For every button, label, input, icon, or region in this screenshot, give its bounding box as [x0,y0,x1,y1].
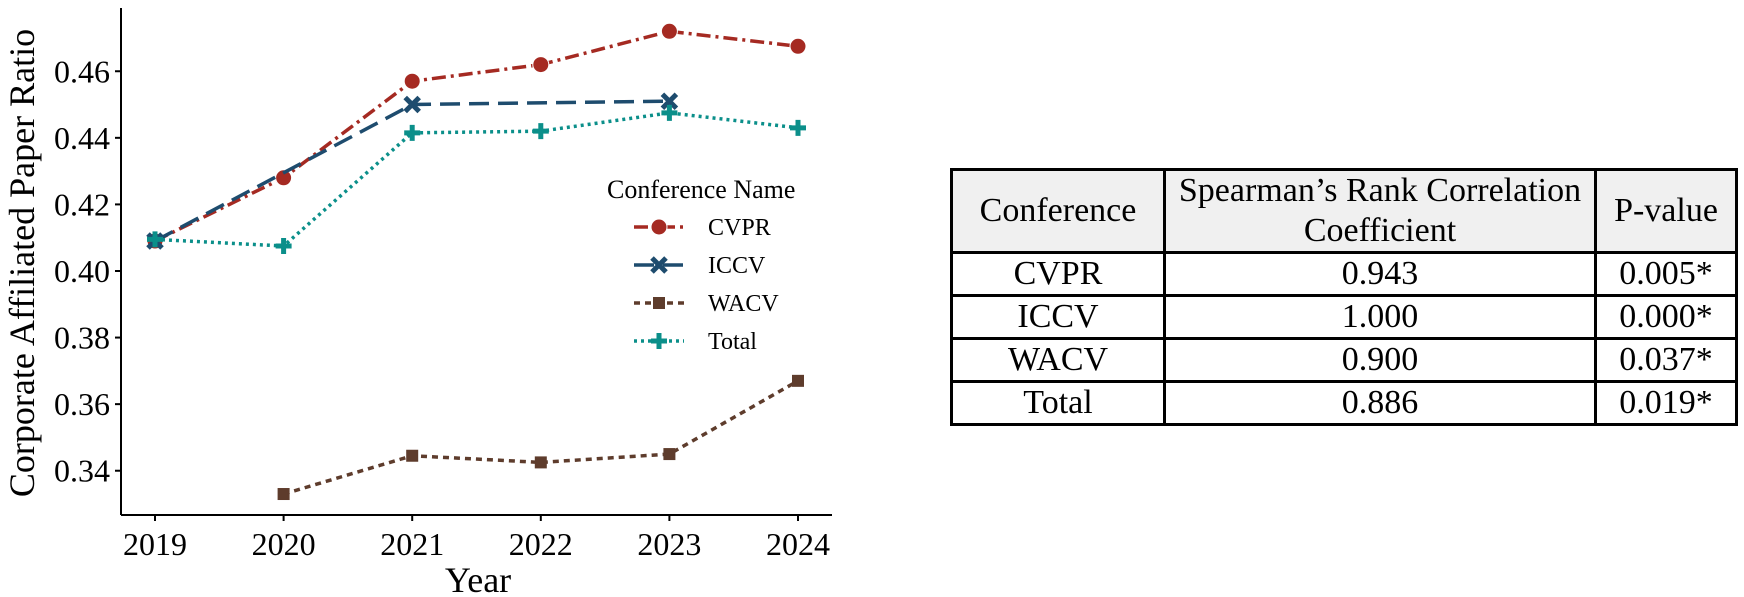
legend-marker-total [651,333,667,349]
data-point-cvpr [660,22,678,40]
series-line-iccv [154,99,670,243]
header-p-value: P-value [1594,168,1738,254]
data-point-cvpr [532,56,550,74]
cell-p-value: 0.000* [1594,294,1738,340]
cell-conference: ICCV [950,294,1166,340]
y-tick-label: 0.42 [54,186,110,222]
cell-conference: WACV [950,337,1166,383]
data-point-total [275,238,292,255]
series-line-total [154,111,799,248]
series-iccv [146,92,679,250]
y-axis-title: Corporate Affiliated Paper Ratio [2,29,42,497]
data-point-total [532,123,549,140]
data-point-cvpr [403,72,421,90]
cell-conference: CVPR [950,251,1166,297]
legend-label: ICCV [708,253,766,279]
table-row: CVPR 0.943 0.005* [950,251,1738,297]
data-point-cvpr [789,37,807,55]
series-line-cvpr [154,29,799,243]
series-line-wacv [283,379,799,496]
cell-p-value: 0.005* [1594,251,1738,297]
data-point-iccv [660,92,679,110]
data-point-total [147,231,163,248]
y-tick-label: 0.46 [54,53,110,89]
legend-label: Total [708,329,757,355]
legend-item-wacv: WACV [634,291,779,317]
legend-marker-cvpr [650,218,668,236]
legend-title: Conference Name [607,175,795,204]
x-tick-label: 2020 [252,526,316,562]
data-point-total [404,124,421,141]
legend-item-iccv: ICCV [634,253,766,279]
y-tick-label: 0.36 [54,386,110,422]
data-point-iccv [403,95,421,114]
data-point-wacv [663,448,676,461]
header-conference: Conference [950,168,1166,254]
table-row: ICCV 1.000 0.000* [950,294,1738,340]
x-axis-title: Year [445,560,511,597]
y-tick-label: 0.40 [54,253,110,289]
data-point-wacv [534,456,547,469]
x-tick-label: 2021 [380,526,444,562]
cell-coefficient: 0.943 [1163,251,1597,297]
series-wacv [277,374,804,501]
data-point-wacv [406,449,419,462]
x-tick-label: 2024 [766,526,830,562]
x-tick-label: 2023 [637,526,701,562]
legend-label: CVPR [708,215,771,241]
legend-item-cvpr: CVPR [634,215,771,241]
x-tick-label: 2022 [509,526,573,562]
legend-item-total: Total [634,329,757,355]
table-header-row: Conference Spearman’s Rank Correlation C… [950,168,1738,254]
legend-label: WACV [708,291,779,317]
line-chart: 0.34 0.36 0.38 0.40 0.42 0.44 0.46 2019 2020 202… [2,8,832,597]
data-point-wacv [277,488,290,501]
cell-coefficient: 0.886 [1163,380,1597,426]
data-point-wacv [792,374,804,387]
legend: Conference Name CVPR ICCV WACV Total [607,175,795,355]
cell-p-value: 0.037* [1594,337,1738,383]
header-spearman: Spearman’s Rank Correlation Coefficient [1163,168,1597,254]
cell-coefficient: 1.000 [1163,294,1597,340]
data-point-cvpr [275,169,293,187]
data-point-total [790,119,806,136]
legend-marker-wacv [653,297,665,309]
cell-p-value: 0.019* [1594,380,1738,426]
y-tick-label: 0.44 [54,120,110,156]
cell-conference: Total [950,380,1166,426]
table-row: Total 0.886 0.019* [950,380,1738,426]
y-tick-label: 0.38 [54,320,110,356]
x-tick-label: 2019 [123,526,187,562]
data-point-total [661,104,678,121]
legend-marker-iccv [650,256,668,274]
cell-coefficient: 0.900 [1163,337,1597,383]
table-row: WACV 0.900 0.037* [950,337,1738,383]
spearman-table: Conference Spearman’s Rank Correlation C… [950,168,1738,426]
y-tick-label: 0.34 [54,453,110,489]
series-total [147,104,806,255]
